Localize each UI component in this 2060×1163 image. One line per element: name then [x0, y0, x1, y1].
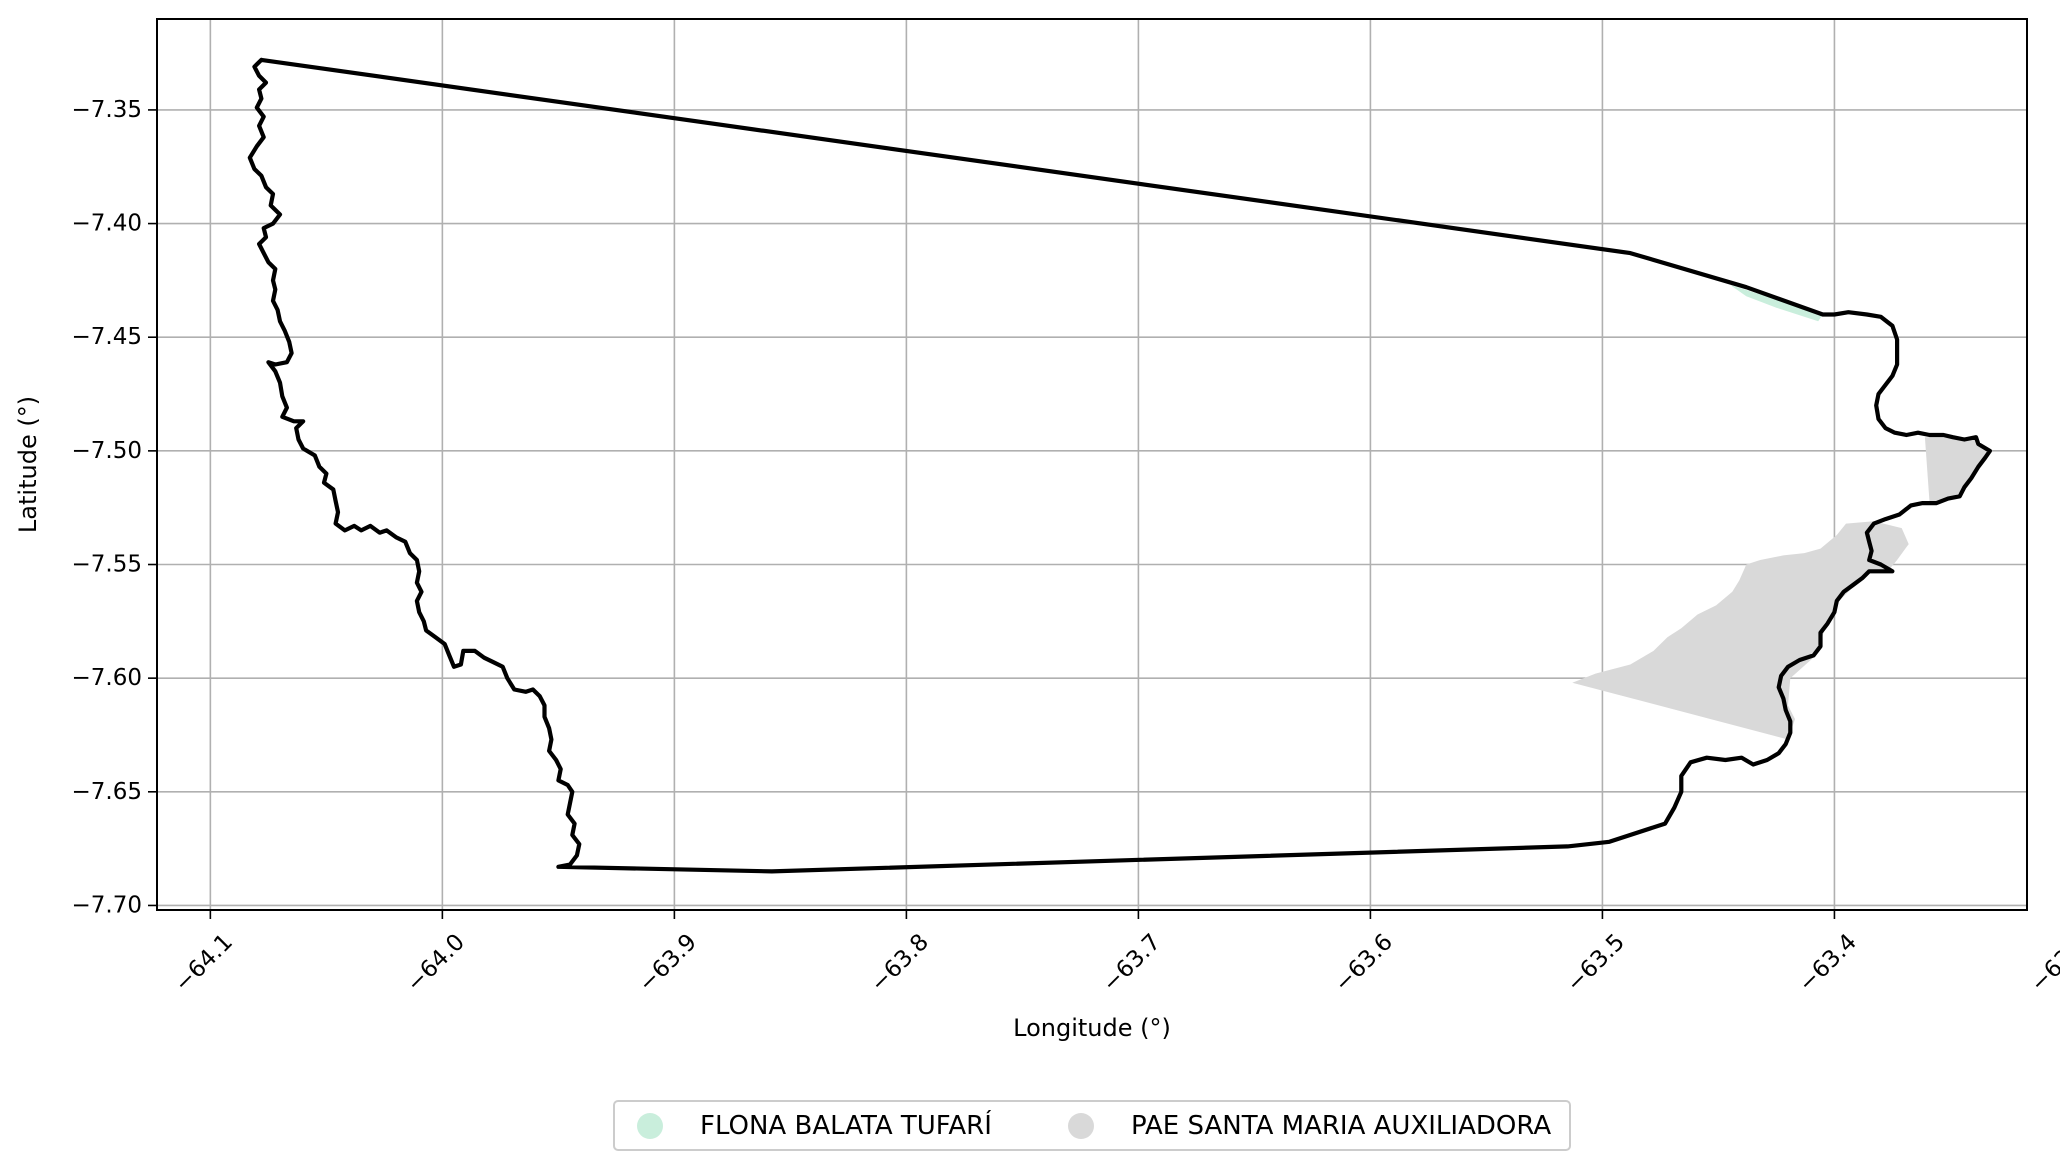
legend-swatch-pae — [1068, 1113, 1094, 1139]
area-2 — [1924, 437, 1990, 504]
x-axis-title: Longitude (°) — [1013, 1014, 1171, 1042]
y-tick-label-6: −7.65 — [72, 779, 142, 805]
y-axis-title: Latitude (°) — [14, 396, 42, 533]
y-axis: −7.35 −7.40 −7.45 −7.50 −7.55 −7.60 −7.65 −7.70 — [72, 97, 157, 918]
y-tick-label-3: −7.50 — [72, 438, 142, 464]
area-1 — [1572, 521, 1909, 740]
y-tick-label-2: −7.45 — [72, 324, 142, 350]
y-tick-label-0: −7.35 — [72, 97, 142, 123]
y-tick-label-4: −7.55 — [72, 552, 142, 578]
y-tick-label-7: −7.70 — [72, 892, 142, 918]
area-0 — [1730, 284, 1823, 322]
legend: FLONA BALATA TUFARÍ PAE SANTA MARIA AUXI… — [613, 1100, 1571, 1151]
legend-swatch-flona — [637, 1113, 663, 1139]
boundary-layer — [247, 57, 1993, 874]
grid — [157, 19, 2027, 910]
boundary-outline — [247, 57, 1993, 874]
y-tick-label-5: −7.60 — [72, 665, 142, 691]
area-polygons — [1572, 284, 1990, 740]
legend-label-pae: PAE SANTA MARIA AUXILIADORA — [1131, 1111, 1551, 1141]
legend-label-flona: FLONA BALATA TUFARÍ — [700, 1109, 992, 1141]
plot-frame — [156, 18, 2028, 911]
y-tick-label-1: −7.40 — [72, 211, 142, 237]
